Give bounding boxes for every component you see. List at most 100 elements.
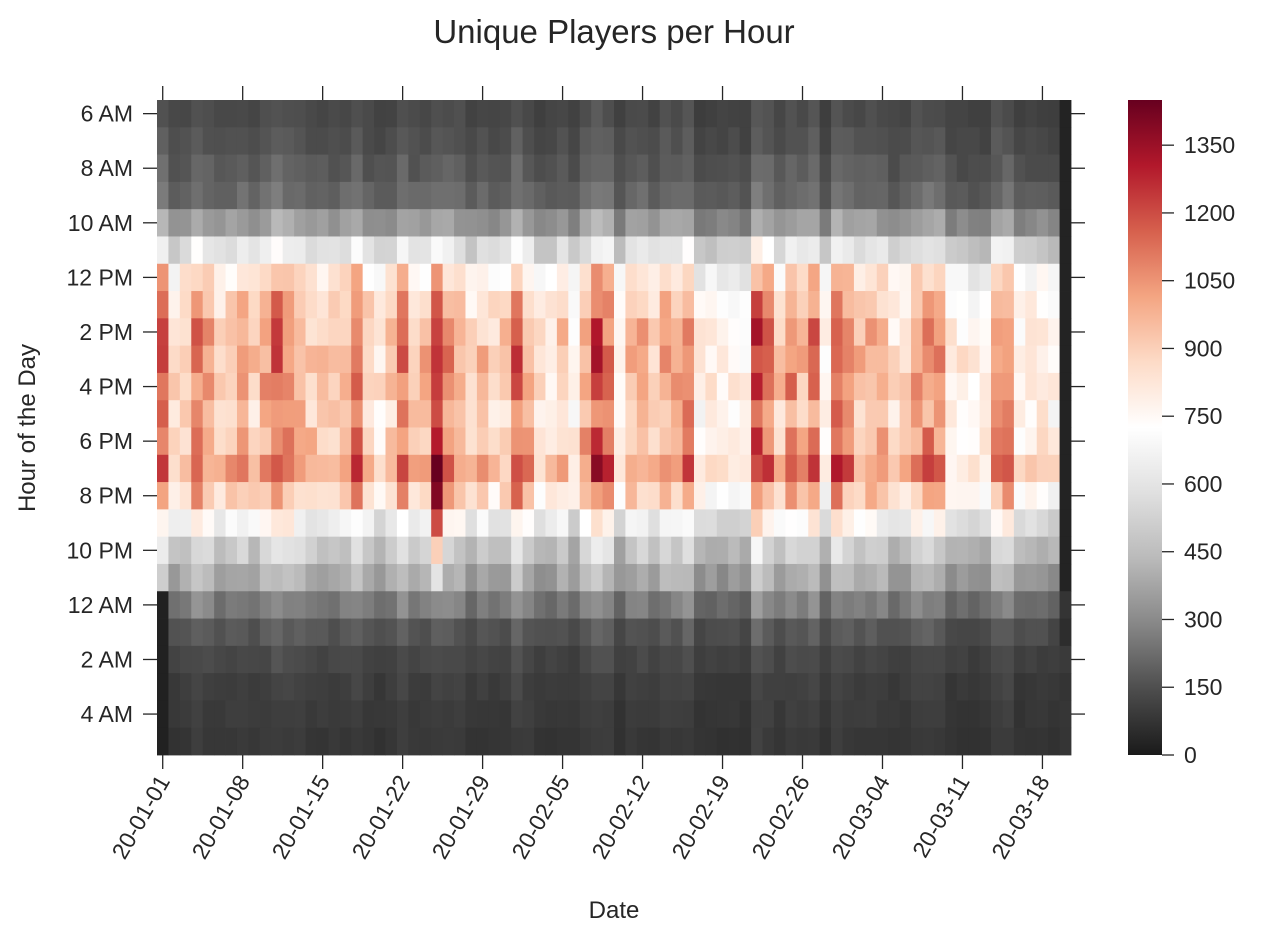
- heatmap-cell: [476, 563, 489, 592]
- heatmap-cell: [157, 154, 169, 183]
- heatmap-cell: [751, 318, 763, 347]
- heatmap-cell: [1036, 536, 1049, 565]
- heatmap-cell: [431, 482, 444, 510]
- heatmap-cell: [705, 372, 718, 401]
- heatmap-cell: [419, 318, 432, 347]
- heatmap-cell: [1002, 372, 1015, 401]
- heatmap-cell: [1036, 618, 1049, 647]
- heatmap-cell: [1048, 700, 1060, 729]
- heatmap-cell: [865, 100, 878, 128]
- heatmap-cell: [705, 482, 718, 510]
- y-axis-label: Hour of the Day: [14, 344, 41, 512]
- heatmap-cell: [614, 154, 626, 183]
- heatmap-cell: [442, 727, 455, 756]
- heatmap-cell: [979, 427, 992, 456]
- heatmap-cell: [636, 727, 649, 756]
- heatmap-cell: [202, 509, 215, 538]
- heatmap-cell: [614, 509, 626, 538]
- heatmap-cell: [236, 727, 249, 756]
- heatmap-cell: [739, 154, 752, 183]
- heatmap-cell: [419, 372, 432, 401]
- heatmap-cell: [1059, 482, 1072, 510]
- heatmap-cell: [214, 536, 226, 565]
- heatmap-cell: [773, 727, 786, 756]
- heatmap-cell: [785, 127, 798, 155]
- heatmap-cell: [751, 236, 763, 265]
- heatmap-cell: [956, 318, 969, 347]
- heatmap-cell: [465, 536, 478, 565]
- heatmap-cell: [236, 127, 249, 155]
- heatmap-cell: [945, 236, 958, 265]
- heatmap-cell: [282, 100, 295, 128]
- heatmap-cell: [1013, 209, 1026, 237]
- heatmap-cell: [157, 509, 169, 538]
- heatmap-cell: [682, 318, 695, 347]
- heatmap-cell: [659, 345, 672, 374]
- heatmap-cells: [157, 100, 1072, 756]
- heatmap-cell: [225, 154, 238, 183]
- heatmap-cell: [693, 645, 706, 674]
- heatmap-cell: [248, 536, 261, 565]
- heatmap-cell: [396, 618, 409, 647]
- heatmap-cell: [579, 727, 592, 756]
- heatmap-cell: [728, 127, 741, 155]
- heatmap-cell: [705, 536, 718, 565]
- heatmap-cell: [511, 454, 524, 483]
- heatmap-cell: [602, 372, 615, 401]
- heatmap-cell: [956, 700, 969, 729]
- heatmap-cell: [157, 400, 169, 428]
- heatmap-cell: [682, 673, 695, 701]
- heatmap-cell: [168, 645, 181, 674]
- heatmap-cell: [1048, 127, 1060, 155]
- heatmap-cell: [1013, 563, 1026, 592]
- heatmap-cell: [339, 154, 352, 183]
- heatmap-cell: [602, 427, 615, 456]
- heatmap-cell: [499, 509, 512, 538]
- colorbar-tick-label: 300: [1184, 606, 1222, 632]
- x-tick-label: 20-01-01: [106, 771, 175, 864]
- heatmap-cell: [1002, 154, 1015, 183]
- heatmap-cell: [408, 536, 421, 565]
- heatmap-cell: [671, 727, 683, 756]
- heatmap-cell: [488, 263, 501, 292]
- heatmap-cell: [819, 100, 832, 128]
- heatmap-cell: [842, 127, 855, 155]
- heatmap-cell: [362, 618, 375, 647]
- heatmap-cell: [191, 400, 204, 428]
- heatmap-cell: [819, 236, 832, 265]
- heatmap-cell: [225, 372, 238, 401]
- x-axis-label: Date: [589, 897, 640, 924]
- heatmap-cell: [431, 318, 444, 347]
- heatmap-cell: [591, 400, 603, 428]
- heatmap-cell: [693, 427, 706, 456]
- heatmap-cell: [385, 454, 398, 483]
- heatmap-cell: [225, 482, 238, 510]
- heatmap-cell: [236, 563, 249, 592]
- heatmap-cell: [648, 345, 661, 374]
- heatmap-cell: [659, 127, 672, 155]
- y-tick-label: 8 PM: [79, 483, 133, 509]
- heatmap-cell: [396, 291, 409, 319]
- heatmap-cell: [751, 263, 763, 292]
- heatmap-cell: [785, 100, 798, 128]
- heatmap-cell: [728, 427, 741, 456]
- heatmap-cell: [225, 563, 238, 592]
- heatmap-cell: [682, 181, 695, 210]
- heatmap-cell: [739, 618, 752, 647]
- heatmap-cell: [225, 263, 238, 292]
- heatmap-cell: [876, 100, 889, 128]
- heatmap-cell: [259, 509, 272, 538]
- colorbar-tick-label: 1200: [1184, 200, 1235, 226]
- x-tick-label: 20-02-12: [586, 771, 655, 864]
- colorbar-tick-label: 750: [1184, 403, 1222, 429]
- heatmap-cell: [979, 127, 992, 155]
- heatmap-cell: [842, 181, 855, 210]
- heatmap-cell: [1036, 454, 1049, 483]
- heatmap-cell: [442, 618, 455, 647]
- heatmap-cell: [636, 181, 649, 210]
- heatmap-cell: [751, 563, 763, 592]
- heatmap-cell: [968, 563, 981, 592]
- heatmap-cell: [728, 673, 741, 701]
- heatmap-cell: [339, 482, 352, 510]
